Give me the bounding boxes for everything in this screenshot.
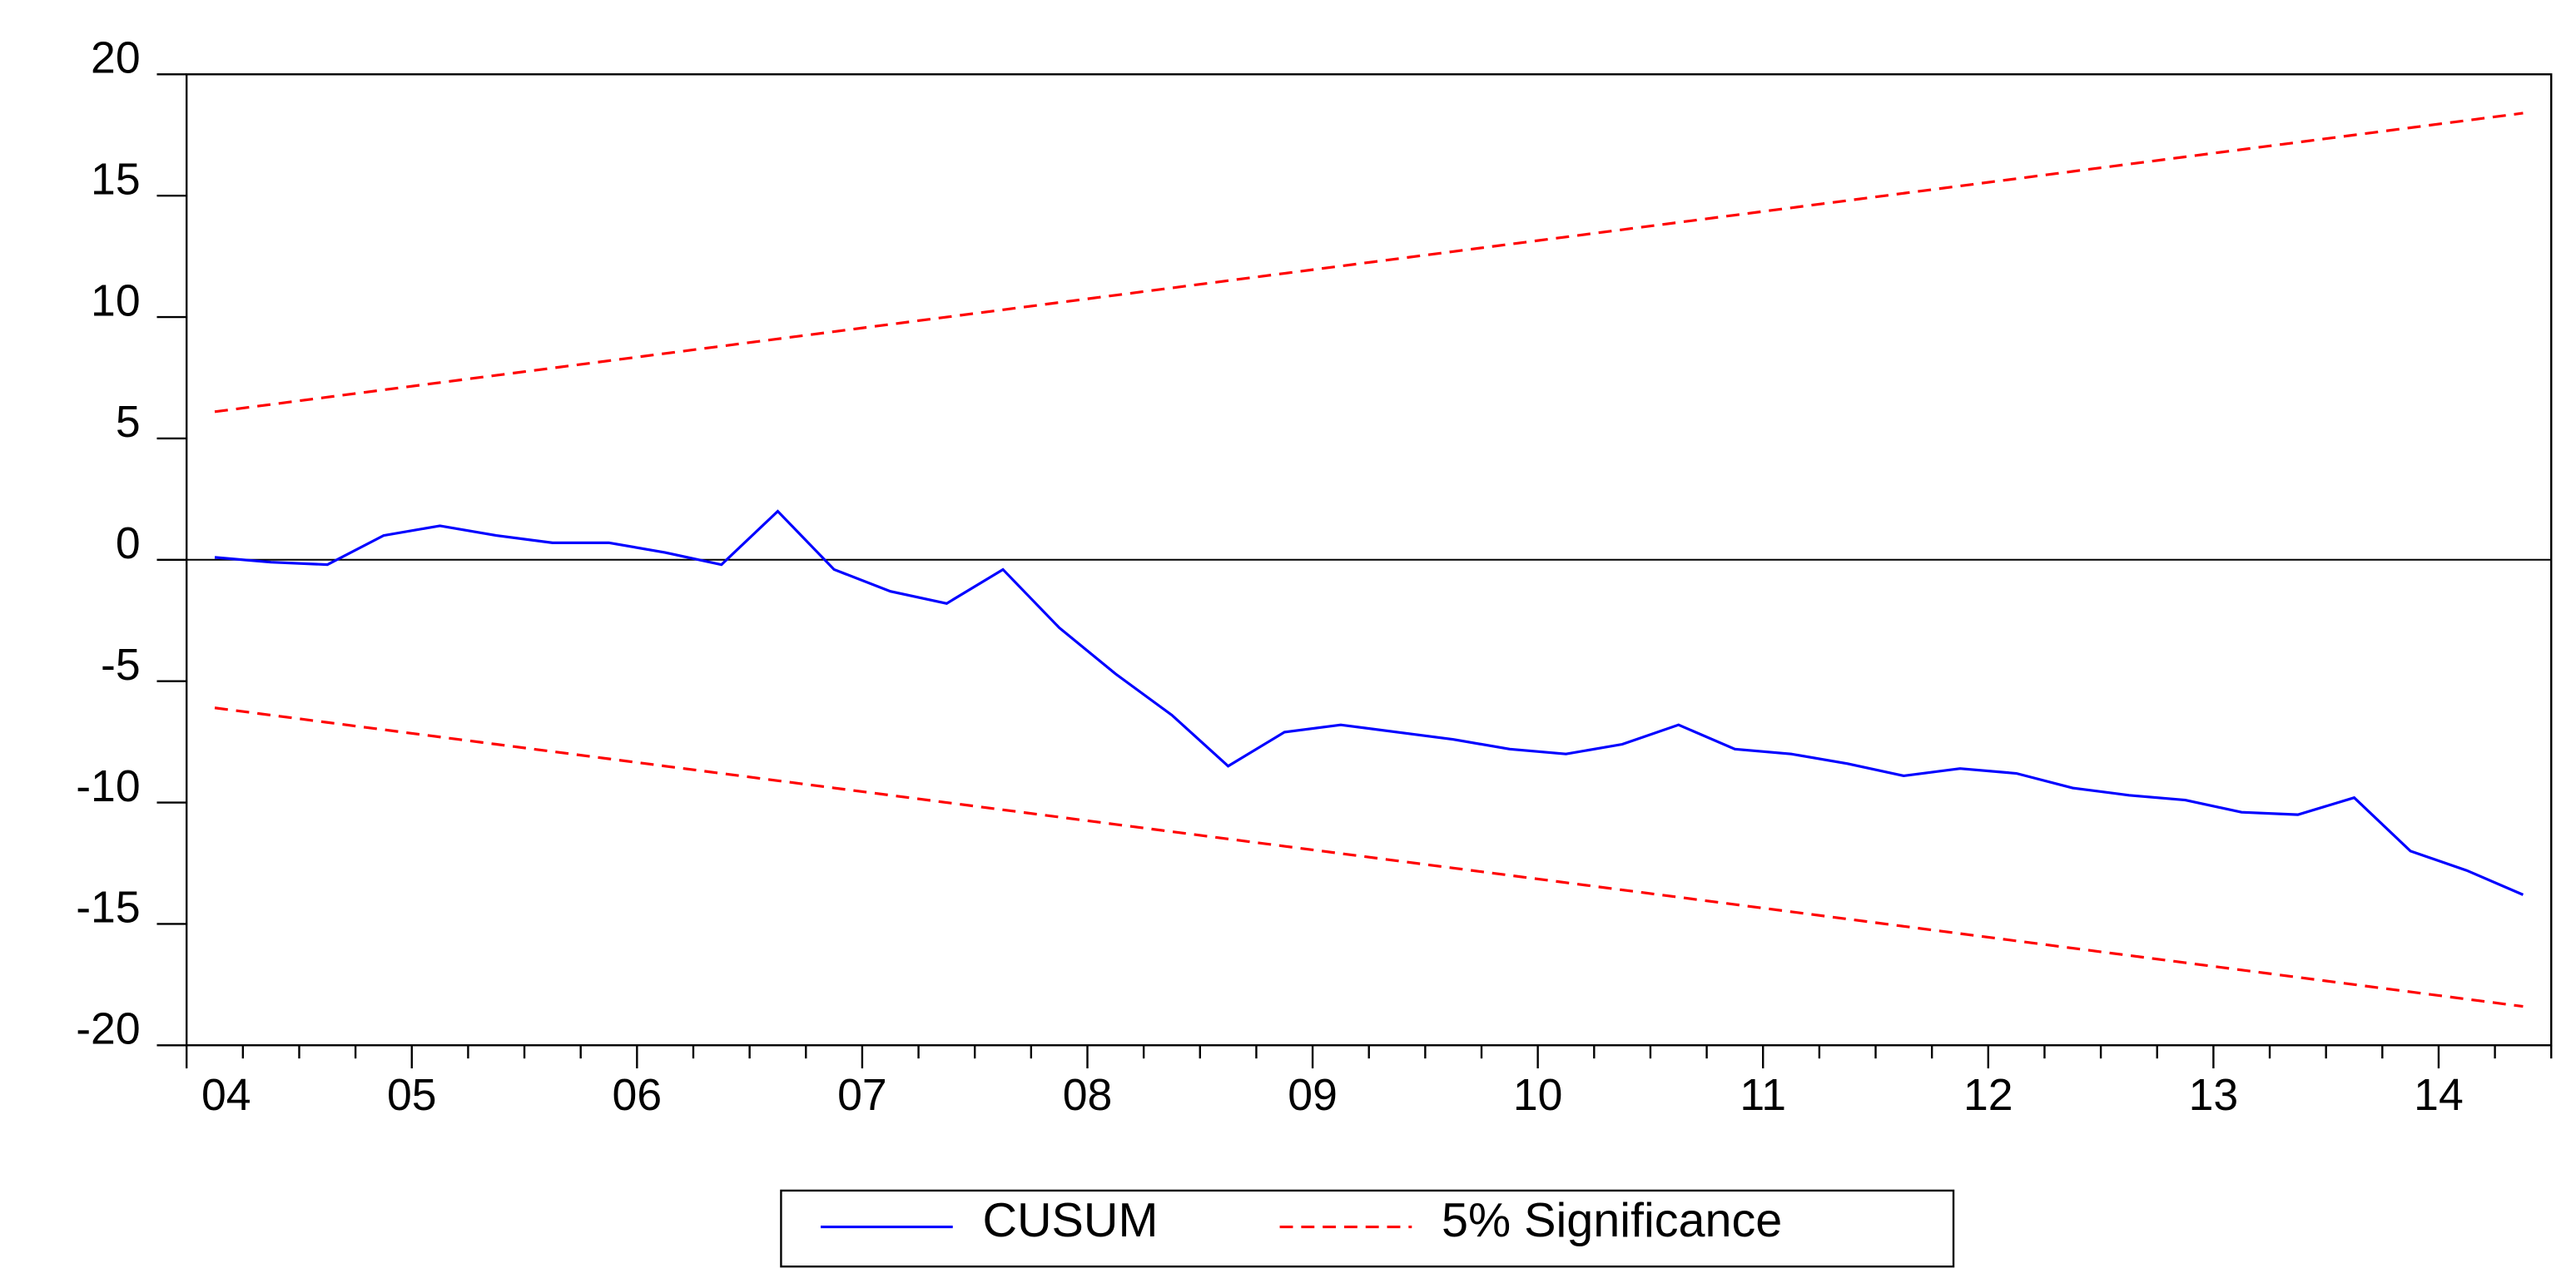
y-tick-label: -15 [76,884,140,933]
y-tick-label: -20 [76,1005,140,1054]
data-line [214,509,2524,896]
y-tick-label: -10 [76,762,140,811]
y-tick-label: 20 [91,34,141,83]
y-tick-label: 10 [91,276,141,325]
legend-label: 5% Significance [1442,1194,1782,1247]
x-tick-label: 05 [387,1071,437,1120]
x-tick-label: 06 [613,1071,663,1120]
legend-box [780,1189,1955,1268]
y-tick-label: 5 [116,398,141,447]
x-tick-label: 11 [1740,1071,1786,1120]
legend-label: CUSUM [982,1194,1158,1247]
y-tick-label: 0 [116,519,141,568]
legend: CUSUM 5% Significance [780,1189,1955,1268]
x-tick-label: 13 [2189,1071,2239,1120]
x-tick-label: 14 [2414,1071,2464,1120]
x-tick-label: 12 [1963,1071,2013,1120]
data-line [214,706,2524,1008]
y-tick-label: -5 [101,641,141,690]
data-line [214,111,2524,414]
y-tick-label: 15 [91,155,141,204]
x-tick-label: 04 [201,1071,251,1120]
x-tick-label: 08 [1063,1071,1113,1120]
x-tick-label: 07 [837,1071,887,1120]
x-tick-label: 09 [1288,1071,1338,1120]
x-tick-label: 10 [1513,1071,1563,1120]
